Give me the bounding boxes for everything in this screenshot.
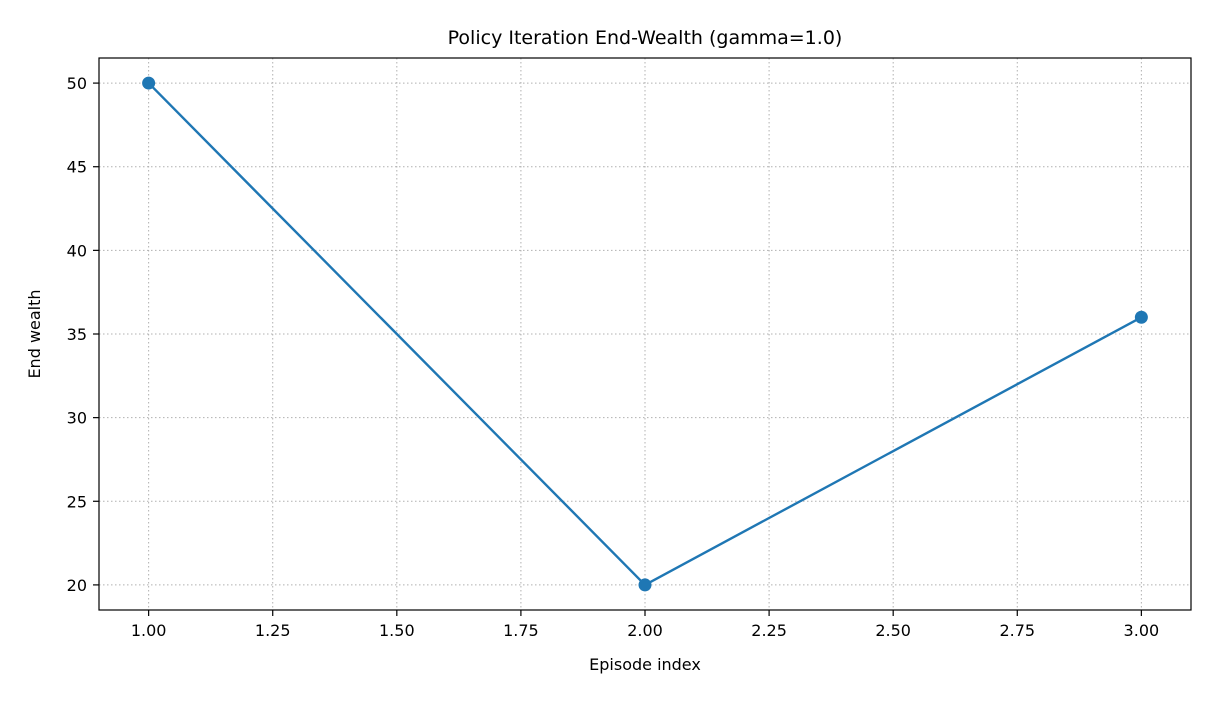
x-tick-label: 3.00: [1124, 621, 1160, 640]
x-tick-label: 2.50: [875, 621, 911, 640]
x-axis: 1.00 1.25 1.50 1.75 2.00 2.25 2.50 2.75 3.00: [131, 610, 1159, 640]
x-tick-label: 1.25: [255, 621, 291, 640]
x-axis-label: Episode index: [589, 655, 701, 674]
x-tick-label: 2.75: [999, 621, 1035, 640]
y-axis: 20 25 30 35 40 45 50: [67, 74, 99, 595]
chart-title: Policy Iteration End-Wealth (gamma=1.0): [448, 27, 843, 49]
data-point: [638, 578, 652, 592]
data-point: [142, 76, 156, 90]
x-tick-label: 1.75: [503, 621, 539, 640]
y-tick-label: 25: [67, 492, 87, 511]
series-layer: [142, 76, 1148, 592]
y-axis-label: End wealth: [25, 289, 44, 378]
y-tick-label: 35: [67, 325, 87, 344]
x-tick-label: 2.00: [627, 621, 663, 640]
y-tick-label: 50: [67, 74, 87, 93]
y-tick-label: 40: [67, 241, 87, 260]
y-tick-label: 45: [67, 158, 87, 177]
data-point: [1134, 310, 1148, 324]
x-tick-label: 1.00: [131, 621, 167, 640]
x-tick-label: 1.50: [379, 621, 415, 640]
grid: [99, 58, 1191, 610]
y-tick-label: 20: [67, 576, 87, 595]
y-tick-label: 30: [67, 409, 87, 428]
x-tick-label: 2.25: [751, 621, 787, 640]
